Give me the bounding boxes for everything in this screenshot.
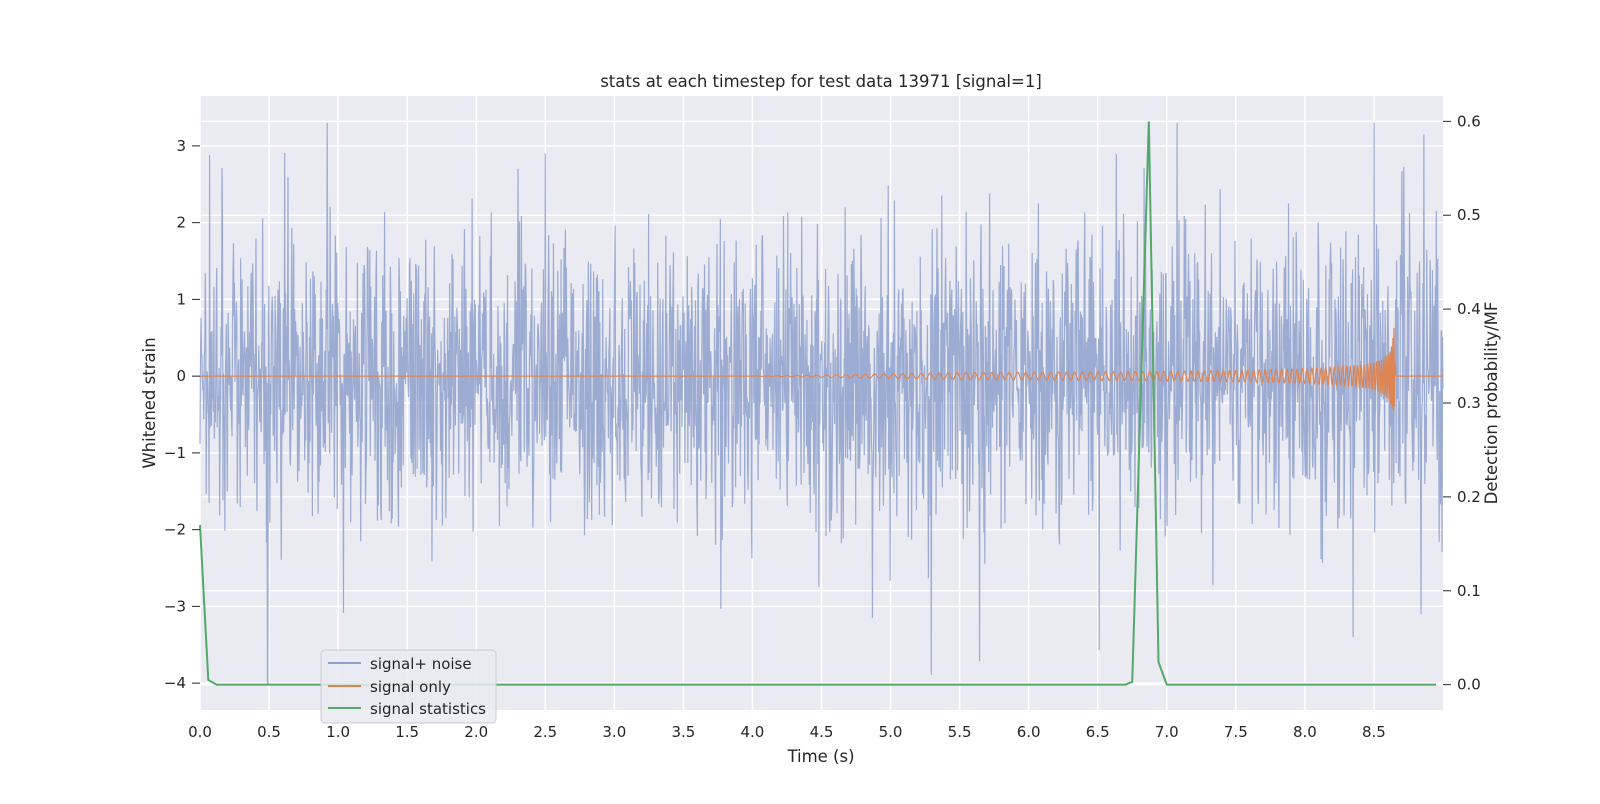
y-right-tick-label: 0.3 <box>1457 394 1481 412</box>
legend-label-stats: signal statistics <box>370 700 486 718</box>
x-tick-label: 2.5 <box>533 723 557 741</box>
x-tick-label: 8.5 <box>1362 723 1386 741</box>
signal-series <box>200 327 1443 411</box>
x-tick-label: 6.5 <box>1086 723 1110 741</box>
x-tick-label: 3.5 <box>671 723 695 741</box>
x-tick-label: 7.0 <box>1155 723 1179 741</box>
x-axis-ticks: 0.0 0.5 1.0 1.5 2.0 2.5 3.0 3.5 4.0 4.5 5.0 5.5 6.0 6… <box>188 723 1386 741</box>
x-tick-label: 6.0 <box>1017 723 1041 741</box>
x-tick-label: 1.5 <box>395 723 419 741</box>
y-tick-label: −2 <box>164 521 186 539</box>
y-right-axis-label: Detection probability/MF <box>1482 302 1501 505</box>
signal-line <box>200 327 1443 411</box>
x-tick-label: 5.5 <box>948 723 972 741</box>
noise-line <box>199 122 1444 684</box>
legend: signal+ noise signal only signal statist… <box>320 649 497 724</box>
y-right-axis-ticks: 0.0 0.1 0.2 0.3 0.4 0.5 0.6 <box>1443 112 1481 694</box>
grid <box>199 96 1443 710</box>
y-right-tick-label: 0.5 <box>1457 206 1481 224</box>
x-tick-label: 0.0 <box>188 723 212 741</box>
legend-label-signal: signal only <box>370 678 451 696</box>
y-axis-label: Whitened strain <box>140 337 159 468</box>
y-tick-label: 0 <box>176 367 186 385</box>
y-right-tick-label: 0.6 <box>1457 112 1481 130</box>
y-right-tick-label: 0.4 <box>1457 300 1481 318</box>
chart-title: stats at each timestep for test data 139… <box>600 72 1042 91</box>
x-tick-label: 3.0 <box>602 723 626 741</box>
y-tick-label: −4 <box>164 674 186 692</box>
y-axis-ticks: −4 −3 −2 −1 0 1 2 3 <box>164 137 200 692</box>
x-tick-label: 5.0 <box>879 723 903 741</box>
x-axis-label: Time (s) <box>786 747 854 766</box>
x-tick-label: 0.5 <box>257 723 281 741</box>
x-tick-label: 4.0 <box>741 723 765 741</box>
noise-series <box>199 122 1444 684</box>
y-tick-label: −1 <box>164 444 186 462</box>
stats-line <box>199 121 1437 686</box>
y-tick-label: 3 <box>176 137 186 155</box>
x-tick-label: 7.5 <box>1224 723 1248 741</box>
y-tick-label: 1 <box>176 290 186 308</box>
y-right-tick-label: 0.0 <box>1457 676 1481 694</box>
x-tick-label: 4.5 <box>810 723 834 741</box>
legend-label-noise: signal+ noise <box>370 655 472 673</box>
stats-series <box>199 121 1437 686</box>
y-tick-label: −3 <box>164 597 186 615</box>
y-right-tick-label: 0.2 <box>1457 488 1481 506</box>
legend-box <box>320 649 497 724</box>
x-tick-label: 2.0 <box>464 723 488 741</box>
x-tick-label: 1.0 <box>326 723 350 741</box>
y-tick-label: 2 <box>176 214 186 232</box>
x-tick-label: 8.0 <box>1293 723 1317 741</box>
y-right-tick-label: 0.1 <box>1457 582 1481 600</box>
